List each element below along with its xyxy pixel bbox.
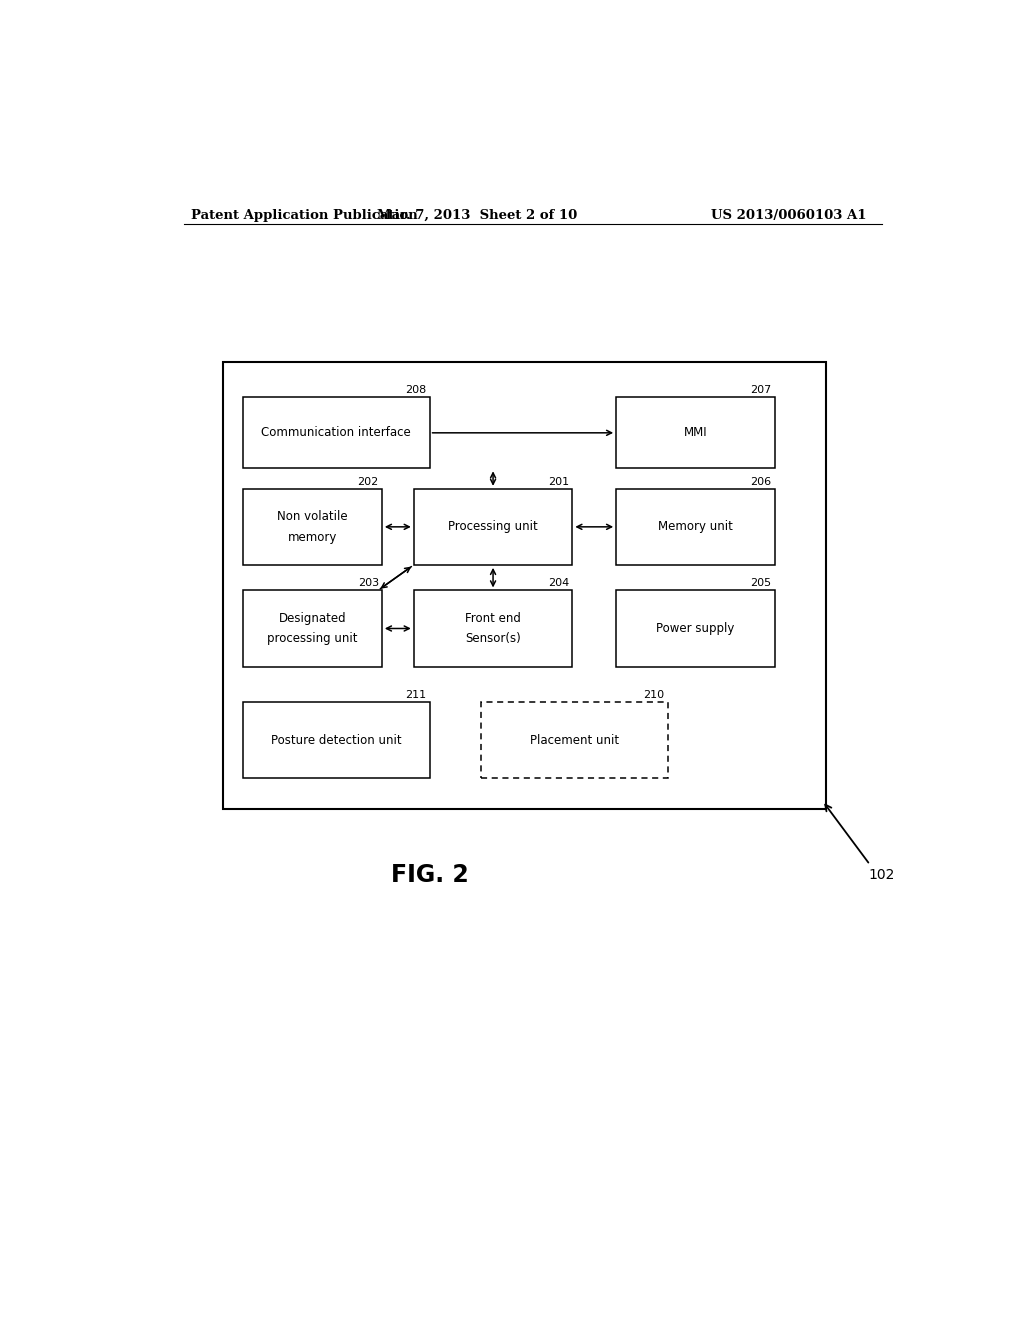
Text: Mar. 7, 2013  Sheet 2 of 10: Mar. 7, 2013 Sheet 2 of 10 xyxy=(377,209,578,222)
Bar xyxy=(414,488,572,565)
Text: 207: 207 xyxy=(751,385,772,395)
Text: 208: 208 xyxy=(406,385,426,395)
Text: Power supply: Power supply xyxy=(656,622,734,635)
Text: Non volatile: Non volatile xyxy=(278,511,348,523)
Text: Communication interface: Communication interface xyxy=(261,426,412,440)
Text: Sensor(s): Sensor(s) xyxy=(465,632,521,645)
Text: 205: 205 xyxy=(751,578,772,589)
Text: processing unit: processing unit xyxy=(267,632,357,645)
Bar xyxy=(616,590,775,667)
Text: Memory unit: Memory unit xyxy=(658,520,733,533)
Text: 204: 204 xyxy=(548,578,569,589)
Text: Designated: Designated xyxy=(279,612,346,624)
Text: Patent Application Publication: Patent Application Publication xyxy=(191,209,418,222)
Text: 211: 211 xyxy=(406,690,426,700)
Text: FIG. 2: FIG. 2 xyxy=(391,863,468,887)
Text: MMI: MMI xyxy=(684,426,708,440)
Bar xyxy=(243,702,430,779)
Text: Processing unit: Processing unit xyxy=(449,520,538,533)
Text: 210: 210 xyxy=(643,690,665,700)
Bar xyxy=(481,702,668,779)
Text: 201: 201 xyxy=(548,477,569,487)
Text: 202: 202 xyxy=(357,477,379,487)
Bar xyxy=(616,397,775,469)
Bar xyxy=(243,590,382,667)
Text: Front end: Front end xyxy=(465,612,521,624)
Text: US 2013/0060103 A1: US 2013/0060103 A1 xyxy=(711,209,866,222)
Text: 203: 203 xyxy=(357,578,379,589)
Bar xyxy=(414,590,572,667)
Bar xyxy=(223,362,826,809)
Bar xyxy=(243,397,430,469)
Bar xyxy=(616,488,775,565)
Text: Placement unit: Placement unit xyxy=(529,734,618,747)
Text: 206: 206 xyxy=(751,477,772,487)
Text: memory: memory xyxy=(288,531,337,544)
Text: 102: 102 xyxy=(868,869,895,882)
Text: Posture detection unit: Posture detection unit xyxy=(271,734,401,747)
Bar xyxy=(243,488,382,565)
